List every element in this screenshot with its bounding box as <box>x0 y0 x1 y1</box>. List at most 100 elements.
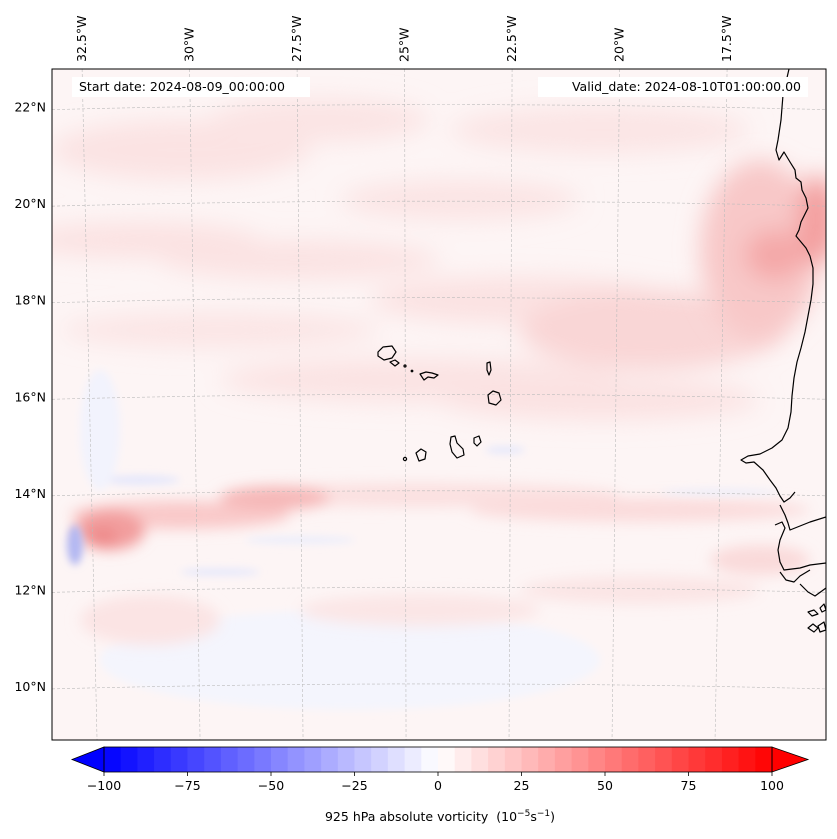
colorbar-segment <box>421 747 439 772</box>
gridline-lon <box>714 69 728 740</box>
colorbar-ticks: −100 −75 −50 −25 0 25 50 75 100 <box>87 772 784 793</box>
island-sao-vicente <box>389 359 400 367</box>
colorbar-units-mid: s <box>530 809 537 824</box>
colorbar-tick-label: 25 <box>514 778 530 793</box>
colorbar-segment <box>387 747 406 772</box>
colorbar-tick-label: −50 <box>258 778 284 793</box>
colorbar-segment <box>204 747 222 772</box>
gridline-lon <box>189 69 201 740</box>
colorbar-tick-label: −25 <box>341 778 367 793</box>
colorbar-segment <box>655 747 673 772</box>
colorbar-segment <box>354 747 372 772</box>
colorbar-segment <box>337 747 355 772</box>
coast-south <box>779 569 826 597</box>
colorbar-segment <box>638 747 656 772</box>
colorbar-segment <box>671 747 689 772</box>
start-date-box <box>72 77 310 97</box>
gridline-lon <box>404 69 407 740</box>
coast-guinea-bissau <box>774 521 826 571</box>
gridline-lat <box>52 200 826 207</box>
colorbar-segment <box>271 747 289 772</box>
colorbar-extend-min <box>70 746 105 773</box>
colorbar-segment <box>521 747 539 772</box>
gridline-lat <box>52 683 826 690</box>
colorbar-segment <box>120 747 138 772</box>
colorbar-segment <box>538 747 556 772</box>
colorbar-segment <box>705 747 723 772</box>
lat-tick-label: 10°N <box>14 679 46 694</box>
colorbar-units-base: (10 <box>496 809 517 824</box>
lon-tick-label: 27.5°W <box>289 16 304 62</box>
colorbar: −100 −75 −50 −25 0 25 50 75 100 925 hPa absolute… <box>70 746 810 824</box>
island-santa-luzia <box>403 364 407 368</box>
colorbar-tick-label: −75 <box>174 778 200 793</box>
valid-date-box <box>538 77 808 97</box>
colorbar-segment <box>488 747 506 772</box>
longitude-tick-labels: 32.5°W 30°W 27.5°W 25°W 22.5°W 20°W 17.5°W <box>74 16 734 62</box>
colorbar-segment <box>220 747 239 772</box>
colorbar-segment <box>605 747 623 772</box>
gridline-lon <box>296 69 304 740</box>
island-branco <box>410 369 414 373</box>
island-brava <box>402 456 408 462</box>
colorbar-units-exp1: −5 <box>517 809 530 819</box>
colorbar-segment <box>371 747 389 772</box>
colorbar-tick-label: −100 <box>87 778 121 793</box>
colorbar-segment <box>738 747 756 772</box>
colorbar-segment <box>237 747 255 772</box>
african-coastline <box>740 69 814 503</box>
colorbar-segment <box>504 747 522 772</box>
field-patches-south <box>80 545 810 645</box>
colorbar-segment <box>721 747 740 772</box>
lon-tick-label: 32.5°W <box>74 16 89 62</box>
lat-tick-label: 14°N <box>14 486 46 501</box>
lat-tick-label: 22°N <box>14 100 46 115</box>
colorbar-units-close: ) <box>550 809 555 824</box>
lon-tick-label: 20°W <box>612 27 627 62</box>
gridline-lat <box>52 104 826 110</box>
colorbar-segment <box>104 747 122 772</box>
latitude-tick-labels: 22°N 20°N 18°N 16°N 14°N 12°N 10°N <box>14 100 46 694</box>
colorbar-segment <box>755 747 773 772</box>
vorticity-band-13n <box>70 483 810 550</box>
colorbar-tick-label: 100 <box>760 778 784 793</box>
colorbar-extend-max <box>771 746 810 773</box>
lat-tick-label: 18°N <box>14 293 46 308</box>
island-maio <box>473 435 482 447</box>
lat-tick-label: 16°N <box>14 389 46 404</box>
field-patches-north <box>52 98 780 420</box>
map-frame <box>51 68 827 741</box>
island-sao-nicolau <box>419 371 439 381</box>
colorbar-units-exp2: −1 <box>537 809 550 819</box>
colorbar-segment <box>187 747 205 772</box>
gridline-lat <box>52 393 826 400</box>
coast-gambia <box>779 504 826 531</box>
colorbar-segment <box>304 747 322 772</box>
island-santo-antao <box>377 345 397 361</box>
gridlines <box>52 69 826 740</box>
colorbar-tick-label: 0 <box>434 778 442 793</box>
island-boa-vista <box>487 390 502 406</box>
colorbar-segment <box>321 747 339 772</box>
colorbar-segment <box>287 747 305 772</box>
valid-date-label: Valid_date: 2024-08-10T01:00:00.00 <box>572 79 801 94</box>
gridline-lon <box>508 69 513 740</box>
colorbar-tick-label: 50 <box>597 778 613 793</box>
lon-tick-label: 17.5°W <box>719 16 734 62</box>
lon-tick-label: 22.5°W <box>504 16 519 62</box>
island-sal <box>486 361 492 376</box>
colorbar-segment <box>137 747 155 772</box>
gridline-lat <box>52 490 826 497</box>
colorbar-segment <box>404 747 422 772</box>
coastal-vorticity-max <box>700 160 826 340</box>
lon-tick-label: 30°W <box>182 27 197 62</box>
colorbar-tick-label: 75 <box>681 778 697 793</box>
colorbar-segment <box>170 747 188 772</box>
lat-tick-label: 12°N <box>14 582 46 597</box>
colorbar-segment <box>571 747 589 772</box>
coastlines <box>377 69 826 633</box>
gridline-lat <box>52 297 826 304</box>
colorbar-segment <box>438 747 456 772</box>
colorbar-segment <box>454 747 472 772</box>
colorbar-segment <box>254 747 272 772</box>
